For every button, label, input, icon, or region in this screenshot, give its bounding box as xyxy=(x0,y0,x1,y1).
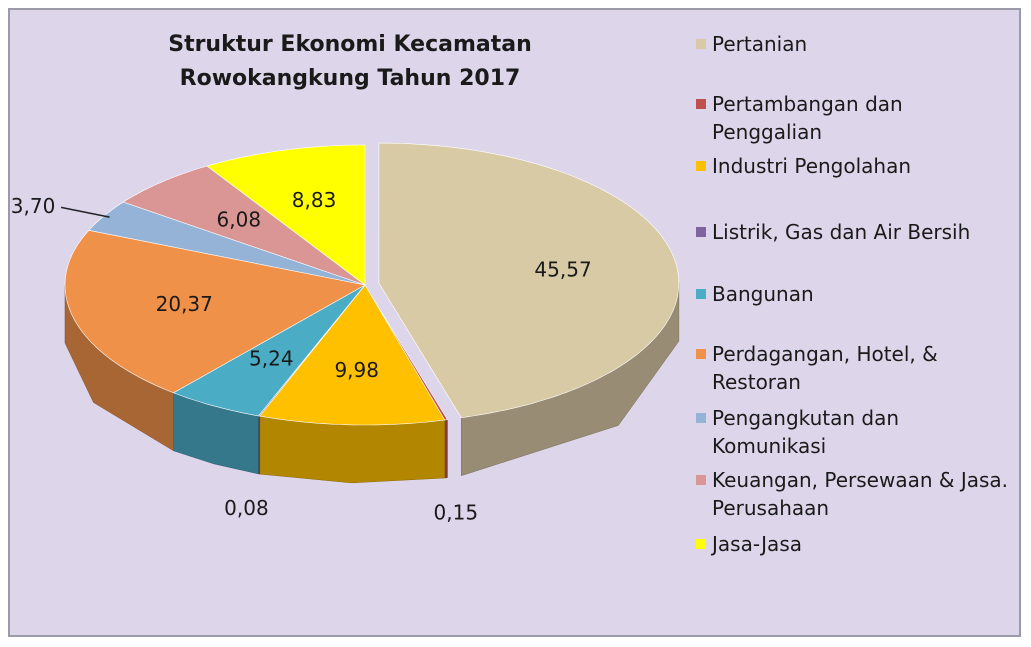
legend-entry: Bangunan xyxy=(696,280,1012,308)
legend-swatch xyxy=(696,227,706,237)
legend-label: Pertambangan dan Penggalian xyxy=(712,92,903,144)
leader-line xyxy=(60,206,110,218)
legend-entry: Jasa-Jasa xyxy=(696,530,1012,558)
legend-swatch xyxy=(696,475,706,485)
slice-side xyxy=(444,419,448,479)
slice xyxy=(122,165,366,286)
legend-entry: Keuangan, Persewaan & Jasa. Perusahaan xyxy=(696,466,1012,522)
legend-swatch xyxy=(696,161,706,171)
slice xyxy=(259,284,446,426)
data-label: 0,15 xyxy=(434,500,479,524)
data-label: 5,24 xyxy=(249,346,294,370)
legend-entry: Pertanian xyxy=(696,30,1012,58)
slice xyxy=(64,229,366,394)
legend-label: Perdagangan, Hotel, & Restoran xyxy=(712,342,938,394)
legend-entry: Industri Pengolahan xyxy=(696,152,1012,180)
data-label: 20,37 xyxy=(156,292,213,316)
legend-entry: Perdagangan, Hotel, & Restoran xyxy=(696,340,1012,396)
slice xyxy=(378,142,680,419)
data-label: 45,57 xyxy=(534,258,591,282)
legend-label: Bangunan xyxy=(712,282,814,306)
legend-label: Jasa-Jasa xyxy=(712,532,802,556)
data-label: 0,08 xyxy=(224,496,269,520)
legend-label: Industri Pengolahan xyxy=(712,154,912,178)
legend-swatch xyxy=(696,99,706,109)
legend-label: Keuangan, Persewaan & Jasa. Perusahaan xyxy=(712,468,1009,520)
legend-entry: Pertambangan dan Penggalian xyxy=(696,90,1012,146)
legend-entry: Pengangkutan dan Komunikasi xyxy=(696,404,1012,460)
chart-title: Struktur Ekonomi Kecamatan Rowokangkung … xyxy=(168,32,532,91)
slice xyxy=(172,284,366,417)
legend-swatch xyxy=(696,539,706,549)
legend-label: Pengangkutan dan Komunikasi xyxy=(712,406,900,458)
slice-side xyxy=(259,415,445,484)
legend-label: Listrik, Gas dan Air Bersih xyxy=(712,220,971,244)
legend-entry: Listrik, Gas dan Air Bersih xyxy=(696,218,1012,246)
legend-swatch xyxy=(696,413,706,423)
legend-swatch xyxy=(696,289,706,299)
legend-label: Pertanian xyxy=(712,32,808,56)
data-label: 3,70 xyxy=(11,194,56,218)
legend-swatch xyxy=(696,349,706,359)
data-label: 9,98 xyxy=(334,358,379,382)
slice xyxy=(206,144,366,286)
data-label: 8,83 xyxy=(292,188,337,212)
data-label: 6,08 xyxy=(217,208,262,232)
legend-swatch xyxy=(696,39,706,49)
